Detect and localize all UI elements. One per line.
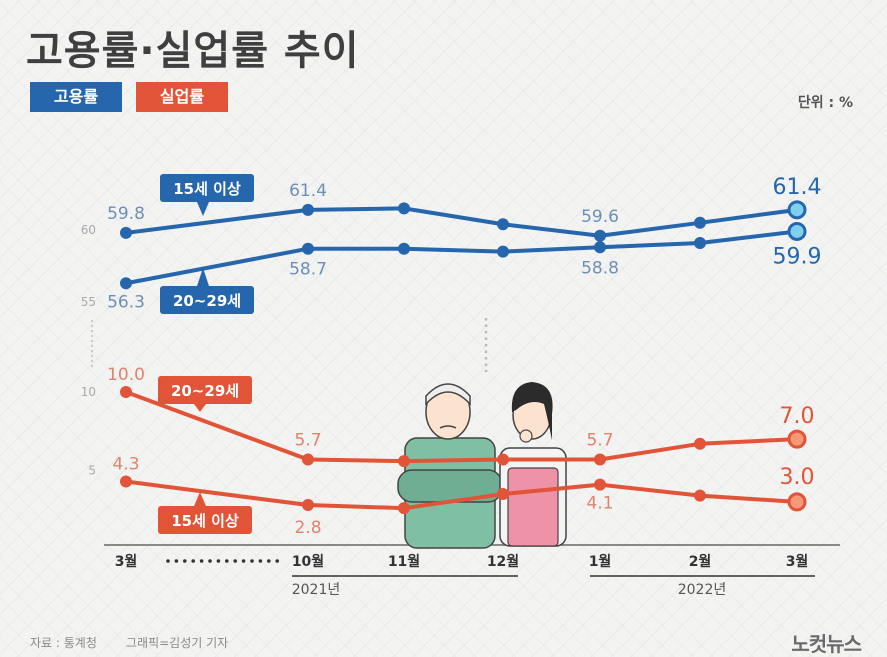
data-label: 10.0 <box>107 365 145 385</box>
data-point <box>497 245 509 258</box>
series-tag-label: 15세 이상 <box>173 180 241 198</box>
y-tick-label: 5 <box>88 464 96 478</box>
data-label: 4.1 <box>586 494 613 514</box>
y-tick-label: 10 <box>81 385 96 399</box>
x-tick-label: 10월 <box>292 553 324 570</box>
legend-unemployment: 실업률 <box>136 82 228 112</box>
data-label: 58.8 <box>581 258 619 278</box>
x-axis-gap-dot <box>174 559 179 563</box>
x-axis-gap-dot <box>183 559 187 563</box>
x-axis-gap-dot <box>275 559 280 563</box>
x-tick-label: 3월 <box>115 553 138 570</box>
y-tick-label: 55 <box>81 295 96 309</box>
y-tick-label: 60 <box>81 223 96 237</box>
data-label: 2.8 <box>294 518 321 538</box>
data-point <box>694 489 706 502</box>
data-point <box>120 475 132 488</box>
series-tag: 15세 이상 <box>158 492 252 534</box>
data-point <box>694 437 706 450</box>
data-point <box>302 453 314 466</box>
publisher-logo: 노컷뉴스 <box>791 632 862 656</box>
x-axis-gap-dot <box>199 559 204 563</box>
data-point <box>787 429 807 449</box>
data-point <box>787 492 807 512</box>
data-label: 61.4 <box>773 175 822 200</box>
data-label: 61.4 <box>289 181 327 201</box>
data-label: 7.0 <box>780 404 815 429</box>
data-point <box>787 200 807 220</box>
data-point <box>497 488 509 501</box>
data-point <box>398 242 410 255</box>
x-axis-gap-dot <box>258 559 263 563</box>
page-title: 고용률·실업률 추이 <box>26 28 360 74</box>
data-label: 58.7 <box>289 260 327 280</box>
data-point <box>594 453 606 466</box>
data-point <box>120 386 132 398</box>
data-point <box>497 453 509 466</box>
data-label: 3.0 <box>780 465 815 490</box>
data-point <box>594 229 606 242</box>
data-label: 59.9 <box>773 244 822 269</box>
data-point <box>398 202 410 215</box>
data-point <box>594 478 606 491</box>
data-point <box>694 216 706 229</box>
x-tick-label: 1월 <box>589 553 612 570</box>
source-note: 자료 : 통계청 <box>30 636 97 650</box>
x-axis-gap-dot <box>250 559 254 563</box>
x-tick-label: 2월 <box>689 553 712 570</box>
year-label-2022: 2022년 <box>678 582 727 598</box>
x-axis-gap-dot <box>241 559 246 563</box>
data-point <box>787 221 807 241</box>
data-label: 59.8 <box>107 204 145 224</box>
data-label: 5.7 <box>586 431 613 451</box>
x-axis-gap-dot <box>208 559 212 563</box>
data-point <box>398 455 410 468</box>
data-point <box>398 502 410 515</box>
series-tag-label: 20~29세 <box>173 292 241 310</box>
series-tag: 20~29세 <box>160 268 254 314</box>
data-point <box>120 277 132 290</box>
illustration-man <box>397 383 503 549</box>
data-point <box>497 218 509 231</box>
series-tag-label: 20~29세 <box>171 382 239 400</box>
x-axis-gap-dot <box>166 559 170 563</box>
illustration-woman <box>499 382 567 547</box>
data-point <box>120 226 132 239</box>
credit-note: 그래픽=김성기 기자 <box>126 636 229 650</box>
series-tag: 20~29세 <box>158 376 252 412</box>
data-point <box>302 499 314 512</box>
unit-label: 단위 : % <box>797 95 853 111</box>
data-label: 56.3 <box>107 292 145 312</box>
data-point <box>694 236 706 249</box>
x-tick-label: 11월 <box>388 553 420 570</box>
data-point <box>302 203 314 216</box>
x-axis-gap-dot <box>225 559 229 563</box>
x-axis-gap-dot <box>267 559 271 563</box>
x-tick-label: 3월 <box>786 553 809 570</box>
illustration-people <box>397 382 567 549</box>
year-label-2021: 2021년 <box>292 582 341 598</box>
x-axis-gap-dot <box>233 559 237 563</box>
data-label: 4.3 <box>112 454 139 474</box>
x-axis-gap-dot <box>191 559 195 563</box>
series-tag: 15세 이상 <box>160 174 254 216</box>
data-point <box>302 242 314 255</box>
data-label: 59.6 <box>581 207 619 227</box>
data-label: 5.7 <box>294 431 321 451</box>
legend-employment: 고용률 <box>30 82 122 112</box>
series-tag-label: 15세 이상 <box>171 512 239 530</box>
x-axis-gap-dot <box>216 559 221 563</box>
data-point <box>594 241 606 254</box>
x-tick-label: 12월 <box>487 553 519 570</box>
